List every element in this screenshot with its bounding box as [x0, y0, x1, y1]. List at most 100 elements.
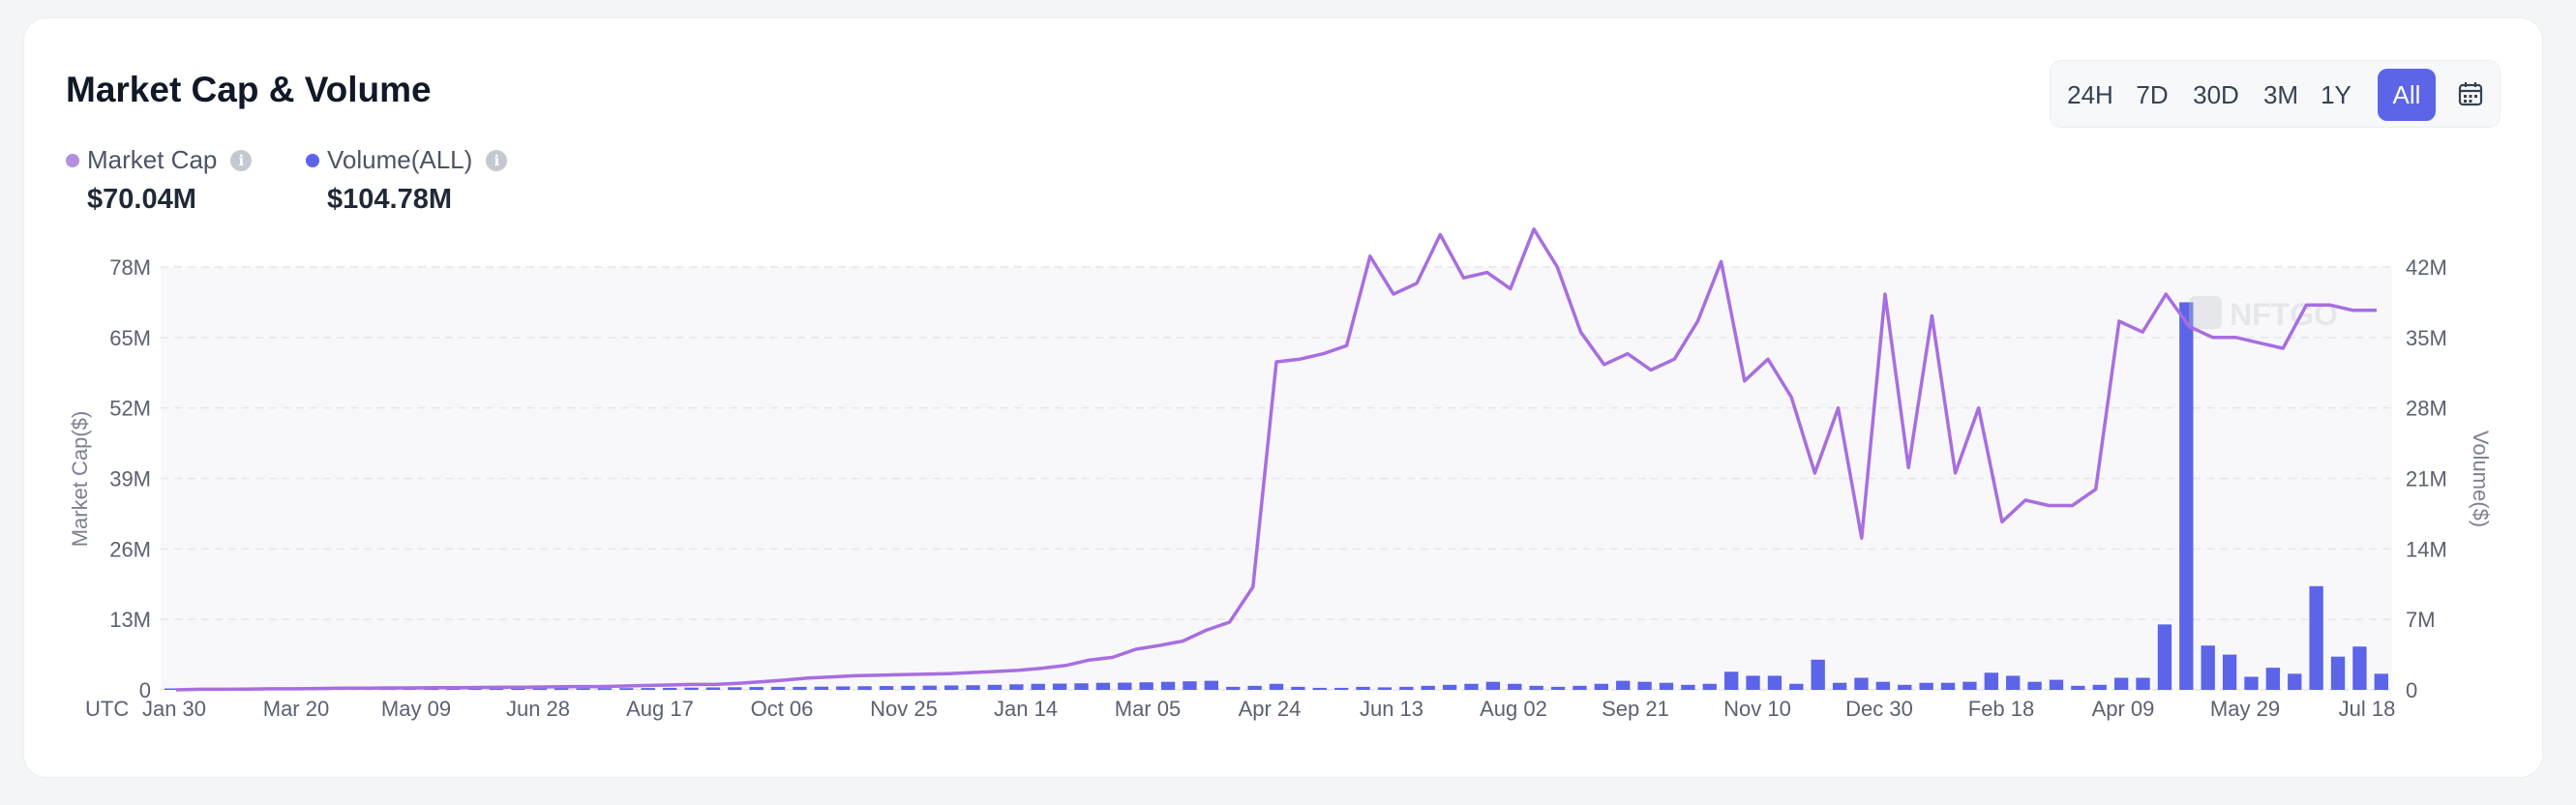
volume-bar[interactable]: [2092, 684, 2107, 690]
volume-bar[interactable]: [1204, 680, 1218, 690]
volume-bar[interactable]: [1421, 685, 1435, 690]
volume-bar[interactable]: [814, 686, 829, 690]
volume-bar[interactable]: [1984, 672, 1998, 690]
volume-bar[interactable]: [1550, 686, 1566, 690]
range-all-button[interactable]: All: [2378, 69, 2436, 121]
volume-bar[interactable]: [1573, 685, 1587, 690]
volume-bar[interactable]: [2157, 624, 2172, 690]
range-24h-button[interactable]: 24H: [2067, 79, 2113, 109]
calendar-icon[interactable]: [2457, 80, 2484, 107]
volume-bar[interactable]: [489, 688, 504, 691]
volume-bar[interactable]: [879, 686, 894, 690]
volume-bar[interactable]: [2113, 677, 2129, 690]
volume-bar[interactable]: [1832, 682, 1847, 690]
volume-bar[interactable]: [1183, 681, 1197, 690]
volume-bar[interactable]: [1940, 682, 1956, 690]
volume-bar[interactable]: [749, 687, 764, 690]
volume-bar[interactable]: [1962, 681, 1977, 690]
volume-bar[interactable]: [1919, 682, 1933, 690]
volume-bar[interactable]: [2049, 679, 2064, 690]
volume-bar[interactable]: [641, 688, 655, 690]
volume-bar[interactable]: [1681, 684, 1695, 690]
range-30d-button[interactable]: 30D: [2193, 79, 2239, 109]
volume-bar[interactable]: [1702, 683, 1717, 690]
volume-bar[interactable]: [728, 687, 742, 690]
volume-bar[interactable]: [1723, 671, 1739, 690]
volume-bar[interactable]: [511, 688, 525, 691]
volume-bar[interactable]: [2179, 302, 2194, 690]
legend-volume[interactable]: Volume(ALL) i: [306, 145, 508, 175]
volume-bar[interactable]: [2265, 668, 2281, 690]
info-icon[interactable]: i: [230, 149, 253, 171]
volume-bar[interactable]: [1659, 682, 1674, 690]
volume-bar[interactable]: [1074, 683, 1089, 690]
volume-bar[interactable]: [901, 685, 915, 690]
legend-market-cap[interactable]: Market Cap i: [66, 145, 253, 175]
volume-bar[interactable]: [2136, 677, 2150, 690]
volume-bar[interactable]: [1529, 685, 1543, 690]
range-3m-button[interactable]: 3M: [2262, 79, 2299, 109]
volume-bar[interactable]: [2374, 673, 2388, 690]
volume-bar[interactable]: [1031, 683, 1045, 690]
volume-bar[interactable]: [1356, 686, 1370, 690]
volume-bar[interactable]: [165, 688, 179, 691]
volume-bar[interactable]: [2071, 685, 2085, 690]
volume-bar[interactable]: [987, 684, 1003, 690]
volume-bar[interactable]: [1052, 683, 1067, 690]
volume-bar[interactable]: [857, 686, 872, 690]
volume-bar[interactable]: [1139, 682, 1153, 690]
volume-bar[interactable]: [1095, 682, 1111, 690]
volume-bar[interactable]: [2352, 646, 2367, 690]
volume-bar[interactable]: [705, 687, 721, 690]
volume-bar[interactable]: [1334, 687, 1349, 690]
volume-bar[interactable]: [770, 686, 786, 690]
volume-bar[interactable]: [944, 685, 959, 690]
volume-bar[interactable]: [2244, 676, 2259, 690]
volume-bar[interactable]: [1377, 687, 1393, 690]
volume-bar[interactable]: [2201, 645, 2215, 690]
volume-bar[interactable]: [1637, 681, 1652, 690]
volume-bar[interactable]: [1269, 683, 1284, 690]
volume-bar[interactable]: [684, 687, 699, 690]
range-1y-button[interactable]: 1Y: [2321, 79, 2351, 109]
volume-bar[interactable]: [2309, 585, 2323, 690]
volume-bar[interactable]: [1485, 681, 1501, 690]
volume-bar[interactable]: [1854, 677, 1869, 690]
volume-bar[interactable]: [532, 688, 547, 691]
volume-bar[interactable]: [2222, 654, 2237, 690]
volume-bar[interactable]: [1291, 686, 1305, 690]
volume-bar[interactable]: [1247, 685, 1262, 690]
volume-bar[interactable]: [662, 687, 677, 690]
volume-bar[interactable]: [1898, 684, 1912, 690]
volume-bar[interactable]: [2288, 673, 2302, 690]
volume-bar[interactable]: [966, 685, 980, 690]
volume-bar[interactable]: [597, 688, 613, 690]
volume-bar[interactable]: [2330, 656, 2346, 690]
volume-bar[interactable]: [1442, 684, 1457, 690]
volume-bar[interactable]: [1160, 681, 1176, 690]
volume-bar[interactable]: [2027, 681, 2042, 690]
info-icon[interactable]: i: [486, 149, 508, 171]
volume-bar[interactable]: [1875, 681, 1891, 690]
volume-bar[interactable]: [1616, 680, 1631, 690]
volume-bar[interactable]: [1811, 659, 1825, 690]
volume-bar[interactable]: [1594, 683, 1608, 690]
volume-bar[interactable]: [922, 685, 937, 690]
volume-bar[interactable]: [554, 688, 569, 691]
volume-bar[interactable]: [1789, 683, 1804, 690]
volume-bar[interactable]: [1118, 682, 1132, 690]
volume-bar[interactable]: [1464, 683, 1479, 690]
volume-bar[interactable]: [1009, 684, 1024, 690]
volume-bar[interactable]: [619, 688, 634, 690]
volume-bar[interactable]: [1508, 683, 1522, 690]
volume-bar[interactable]: [576, 688, 590, 690]
volume-bar[interactable]: [1226, 686, 1241, 690]
volume-bar[interactable]: [1312, 687, 1327, 690]
range-7d-button[interactable]: 7D: [2136, 79, 2169, 109]
volume-bar[interactable]: [1767, 675, 1782, 690]
volume-bar[interactable]: [1746, 675, 1760, 690]
volume-bar[interactable]: [793, 686, 807, 690]
volume-bar[interactable]: [1399, 686, 1414, 690]
volume-bar[interactable]: [2006, 675, 2021, 690]
volume-bar[interactable]: [836, 686, 851, 690]
